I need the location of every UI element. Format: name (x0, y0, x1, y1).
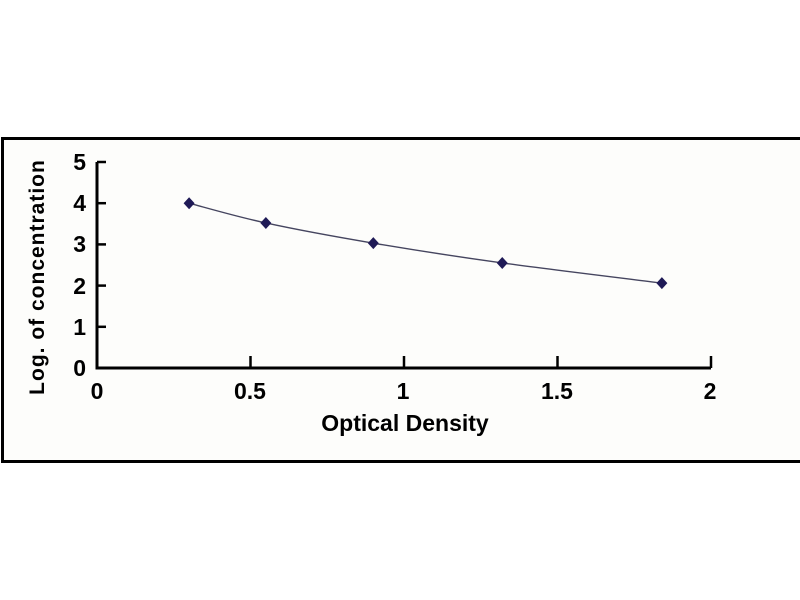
chart-frame (1, 137, 800, 463)
data-point-marker (183, 197, 195, 210)
y-tick-label: 3 (73, 231, 86, 257)
x-tick-label: 0 (90, 378, 104, 404)
x-tick-label: 0.5 (234, 378, 266, 404)
y-tick-label: 4 (73, 190, 86, 216)
data-point-marker (260, 216, 272, 229)
data-point-marker (367, 237, 379, 250)
axis-ticks (97, 160, 713, 368)
x-tick-label: 1.5 (541, 378, 573, 404)
y-tick-label: 1 (73, 314, 86, 340)
x-tick-label: 2 (703, 378, 717, 404)
series-line (188, 202, 662, 284)
data-series (183, 197, 668, 290)
data-point-marker (656, 277, 668, 290)
y-tick-label: 0 (73, 355, 86, 381)
y-tick-label: 5 (73, 149, 86, 175)
y-tick-label: 2 (73, 273, 86, 299)
x-tick-label: 1 (396, 378, 410, 404)
y-axis-title: Log. of concentration (26, 159, 49, 395)
axis-lines (95, 162, 711, 370)
x-axis-title: Optical Density (321, 410, 489, 436)
data-point-marker (496, 256, 508, 269)
